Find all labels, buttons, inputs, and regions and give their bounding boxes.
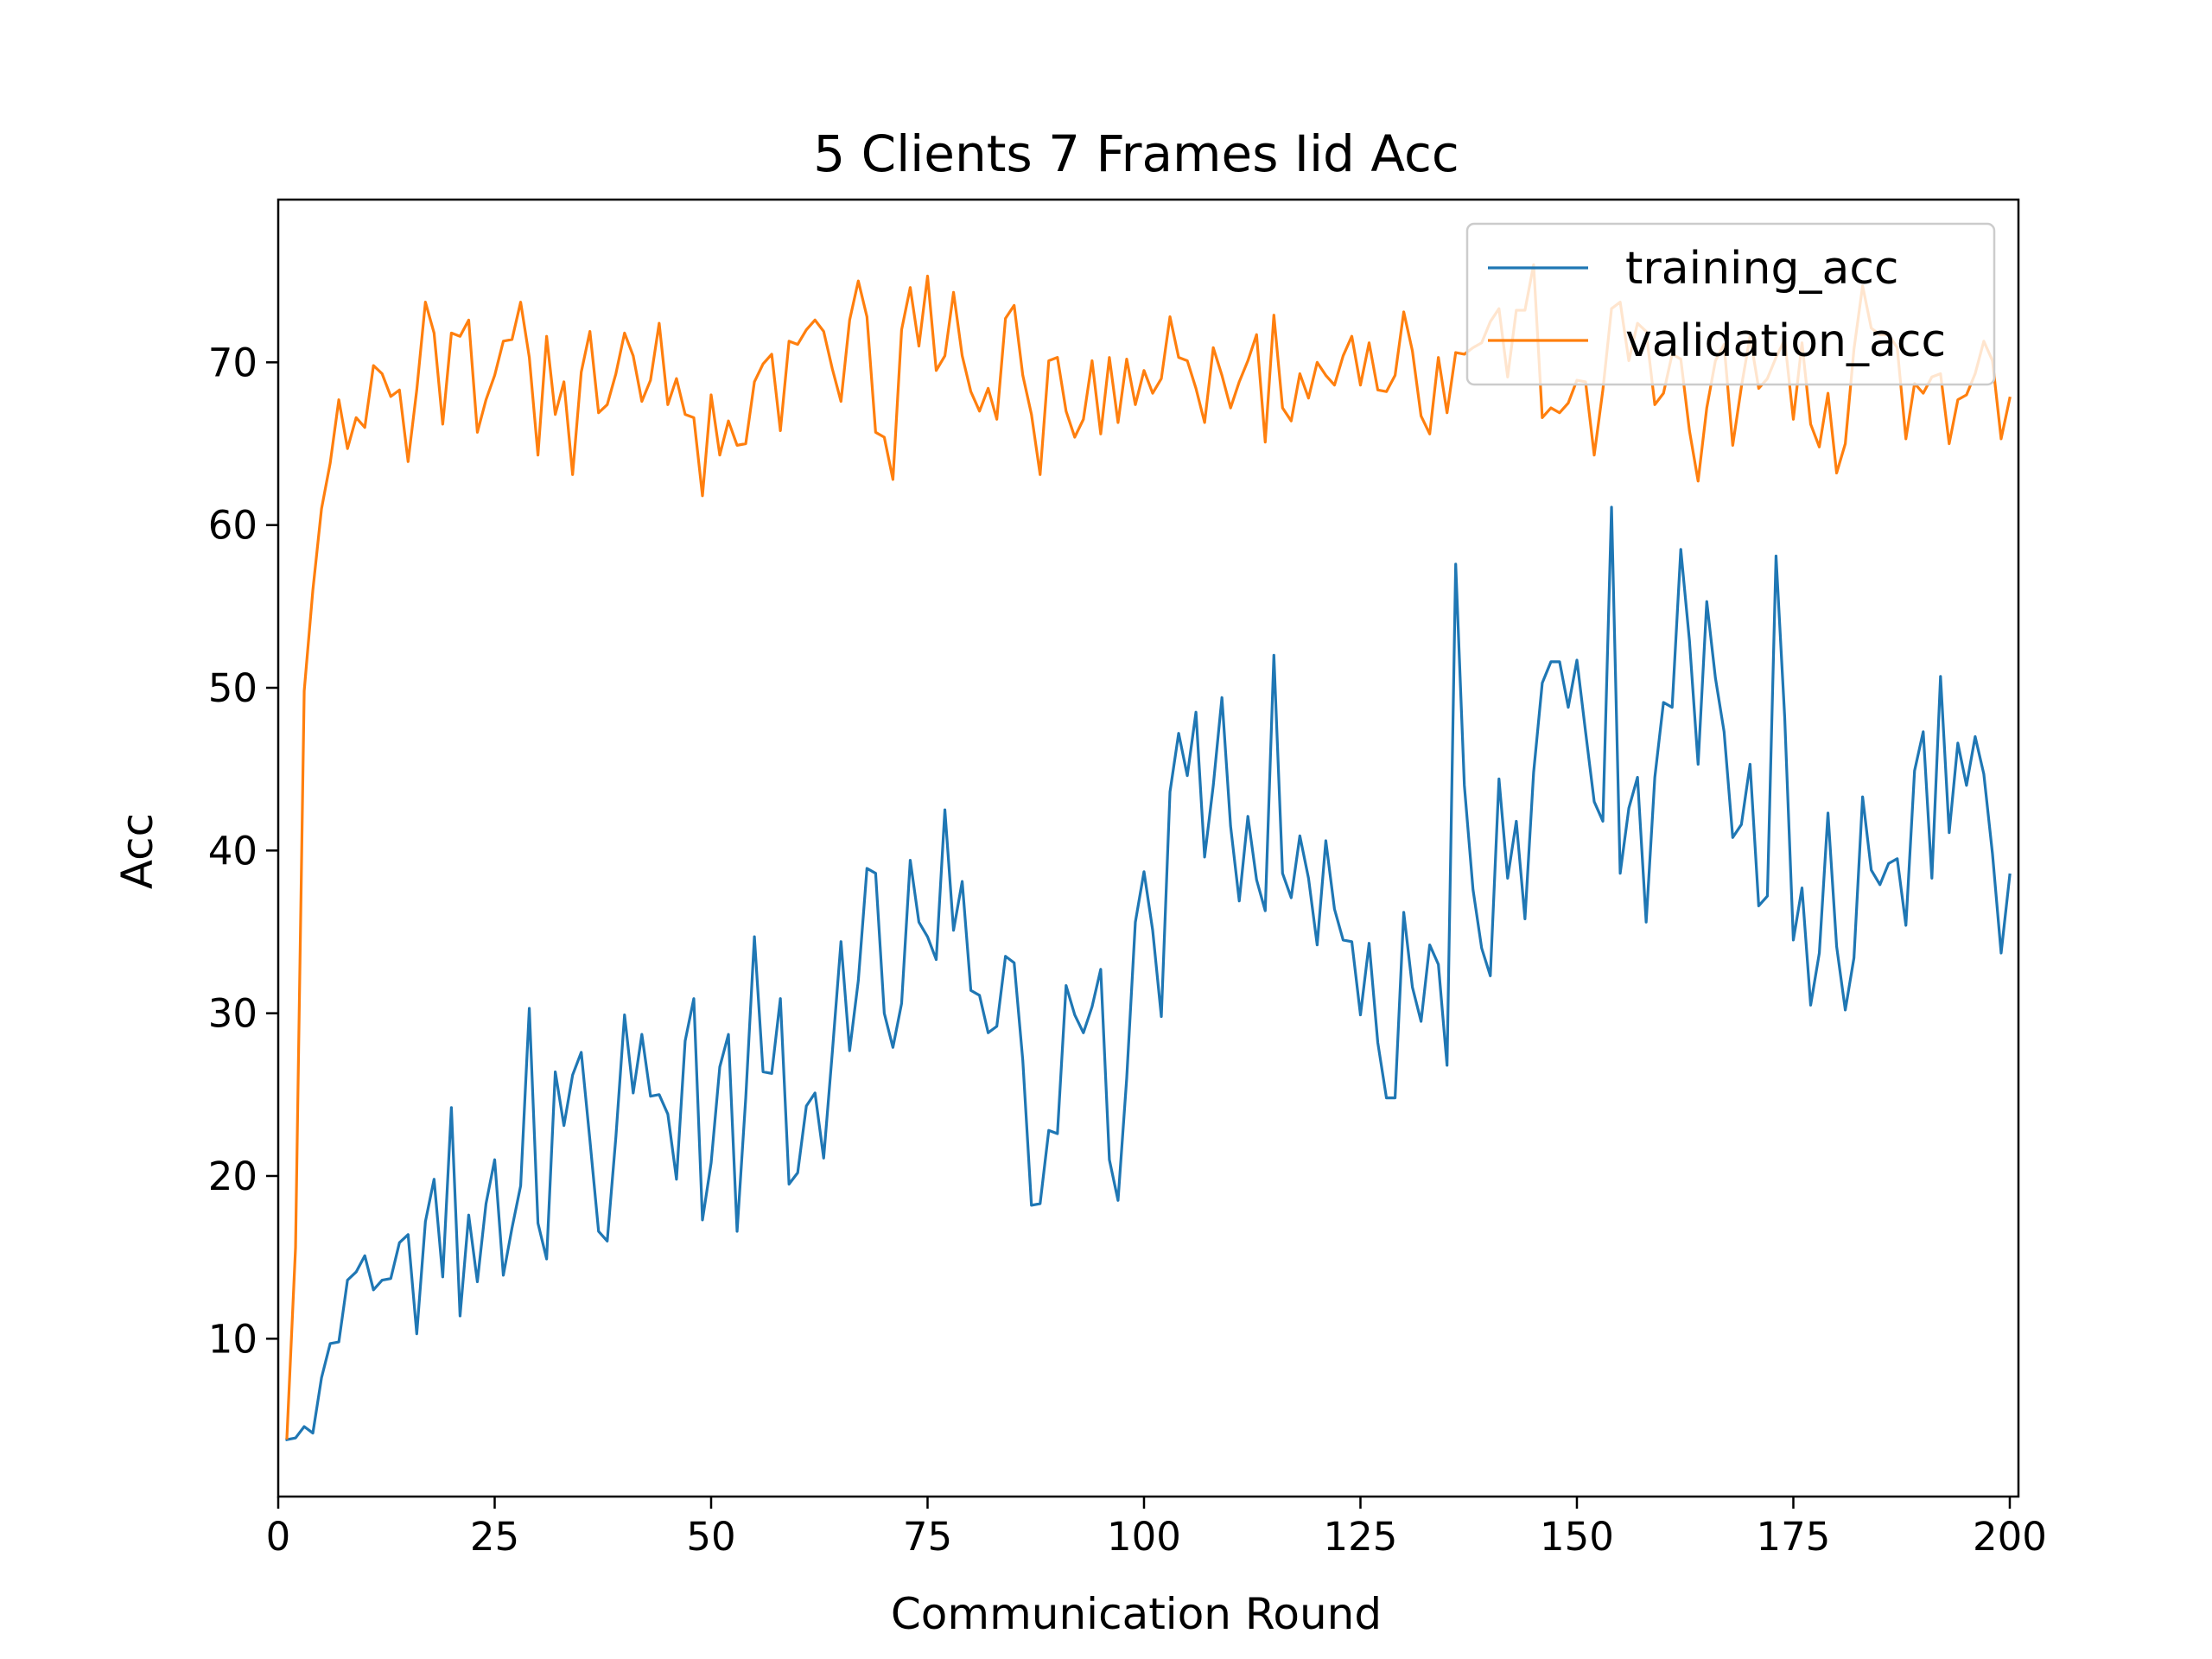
y-axis: 10 20 30 40 50 60 70 xyxy=(208,340,278,1362)
y-tick-label: 60 xyxy=(208,503,257,549)
legend-label: validation_acc xyxy=(1625,315,1946,367)
legend: training_acc validation_acc xyxy=(1465,222,1996,386)
y-tick-label: 50 xyxy=(208,665,257,711)
x-axis: 0 25 50 75 100 125 150 175 200 xyxy=(266,1497,2047,1560)
y-tick-label: 20 xyxy=(208,1154,257,1199)
chart-title: 5 Clients 7 Frames Iid Acc xyxy=(813,124,1459,183)
x-tick-label: 50 xyxy=(686,1514,735,1560)
y-tick-label: 10 xyxy=(208,1316,257,1362)
x-tick-label: 0 xyxy=(266,1514,291,1560)
y-tick-label: 70 xyxy=(208,340,257,385)
x-tick-label: 175 xyxy=(1757,1514,1831,1560)
legend-box xyxy=(1465,222,1996,386)
x-tick-label: 25 xyxy=(470,1514,519,1560)
x-tick-label: 150 xyxy=(1540,1514,1614,1560)
x-tick-label: 200 xyxy=(1973,1514,2047,1560)
series-line-training_acc xyxy=(285,505,2012,1441)
legend-label: training_acc xyxy=(1625,243,1899,295)
x-axis-label: Communication Round xyxy=(891,1589,1382,1639)
plot-frame xyxy=(276,198,2020,1498)
plot-area xyxy=(276,198,2020,1498)
y-tick-label: 30 xyxy=(208,991,257,1037)
x-tick-label: 125 xyxy=(1324,1514,1398,1560)
x-tick-label: 100 xyxy=(1107,1514,1181,1560)
y-tick-label: 40 xyxy=(208,828,257,874)
x-tick-label: 75 xyxy=(903,1514,952,1560)
y-axis-label: Acc xyxy=(112,813,162,889)
